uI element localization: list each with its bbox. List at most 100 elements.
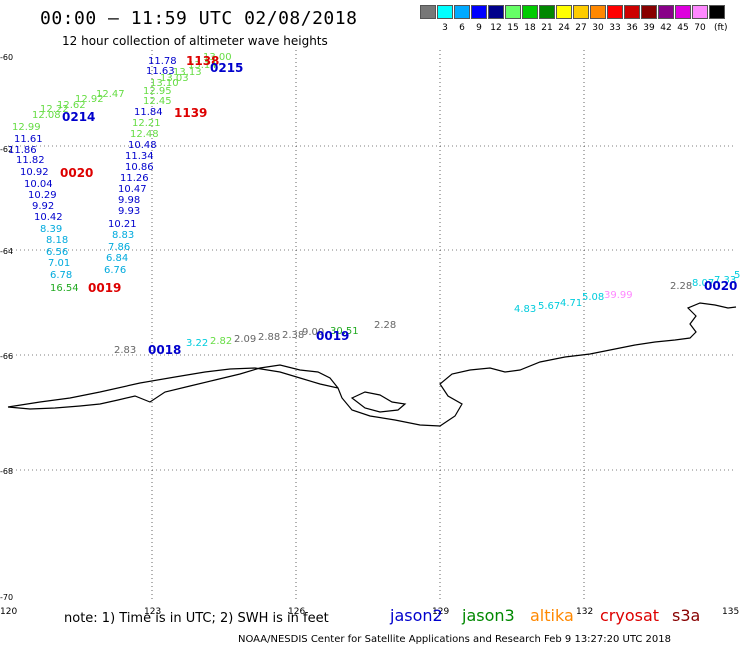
legend-swatch-label: 15 [507, 23, 519, 33]
wave-height-value: 39.99 [604, 290, 633, 301]
y-axis-label: -68 [0, 467, 13, 476]
wave-height-value: 12.48 [130, 129, 159, 140]
wave-height-value: 2.83 [114, 345, 137, 356]
wave-height-value: 6.56 [46, 247, 69, 258]
legend-jason2: jason2 [390, 606, 443, 625]
wave-height-value: 7.33 [714, 275, 737, 286]
wave-height-value: 4.71 [560, 298, 583, 309]
wave-height-value: 11.84 [134, 107, 163, 118]
x-axis-label: 123 [144, 607, 161, 617]
wave-height-value: 2.28 [374, 320, 397, 331]
wave-height-value: 11.82 [16, 155, 45, 166]
wave-height-value: 10.42 [34, 212, 63, 223]
pass-time-label: 0214 [62, 110, 96, 124]
wave-height-value: 5.08 [582, 292, 605, 303]
x-axis-label: 129 [432, 607, 449, 617]
wave-height-value: 12.45 [143, 96, 172, 107]
wave-height-value: 10.29 [28, 190, 57, 201]
legend-swatch-label: 6 [459, 23, 465, 33]
pass-time-label: 0019 [316, 329, 350, 343]
wave-height-value: 9.98 [118, 195, 141, 206]
legend-swatch-label: 12 [490, 23, 502, 33]
legend-swatch-label: 18 [524, 23, 536, 33]
legend-swatch [590, 5, 606, 19]
legend-swatch-label: 36 [626, 23, 638, 33]
legend-swatch [641, 5, 657, 19]
wave-height-value: 3.22 [186, 338, 209, 349]
antarctic-coastline [7, 302, 737, 427]
y-axis-label: -62 [0, 145, 13, 154]
x-axis-label: 120 [0, 607, 17, 617]
wave-height-value: 2.88 [258, 332, 281, 343]
wave-height-value: 12.47 [96, 89, 125, 100]
wave-height-value: 13.13 [173, 67, 202, 78]
page-title: 00:00 – 11:59 UTC 02/08/2018 [40, 8, 358, 29]
pass-time-label: 1139 [174, 106, 208, 120]
wave-height-value: 6.78 [50, 270, 73, 281]
wave-height-value: 2.09 [234, 334, 257, 345]
x-axis-label: 135 [722, 607, 739, 617]
y-axis-label: -70 [0, 593, 13, 602]
wave-height-value: 9.00 [302, 327, 325, 338]
wave-height-value: 11.61 [14, 134, 43, 145]
legend-swatch-label: 42 [660, 23, 672, 33]
wave-height-value: 5.67 [538, 301, 561, 312]
wave-height-value: 10.04 [24, 179, 53, 190]
wave-height-value: 12.92 [75, 94, 104, 105]
wave-height-value: 13.03 [160, 73, 189, 84]
wave-height-value: 9.93 [118, 206, 141, 217]
legend-swatch-label: 27 [575, 23, 587, 33]
legend-swatch [488, 5, 504, 19]
wave-height-value: 9.92 [32, 201, 55, 212]
legend-swatch-label: 33 [609, 23, 621, 33]
pass-time-label: 0019 [88, 281, 122, 295]
legend-swatch [556, 5, 572, 19]
legend-unit: (ft) [714, 23, 728, 33]
wave-height-value: 11.26 [120, 173, 149, 184]
wave-height-value: 8.39 [40, 224, 63, 235]
legend-swatch-label: 70 [694, 23, 706, 33]
legend-swatch [420, 5, 436, 19]
legend-swatch-label: 24 [558, 23, 570, 33]
legend-s3a: s3a [672, 606, 701, 625]
wave-height-value: 8.83 [112, 230, 135, 241]
legend-swatch-label: 21 [541, 23, 553, 33]
legend-swatch [437, 5, 453, 19]
wave-height-value: 16.54 [50, 283, 79, 294]
wave-height-value: 12.95 [143, 86, 172, 97]
legend-swatch-label: 39 [643, 23, 655, 33]
legend-swatch [709, 5, 725, 19]
wave-height-value: 10.21 [108, 219, 137, 230]
wave-height-value: 12.99 [12, 122, 41, 133]
wave-height-value: 2.28 [670, 281, 693, 292]
x-axis-label: 132 [576, 607, 593, 617]
legend-swatch [658, 5, 674, 19]
y-axis-label: -66 [0, 352, 13, 361]
wave-height-value: 8.18 [46, 235, 69, 246]
legend-swatch [573, 5, 589, 19]
wave-height-value: 10.86 [125, 162, 154, 173]
footnote: note: 1) Time is in UTC; 2) SWH is in fe… [64, 611, 329, 626]
wave-height-value: 12.21 [132, 118, 161, 129]
wave-height-value: 30.51 [330, 326, 359, 337]
wave-height-value: 4.83 [514, 304, 537, 315]
wave-height-value: 2.82 [210, 336, 233, 347]
page-subtitle: 12 hour collection of altimeter wave hei… [62, 34, 328, 48]
legend-swatch-label: 9 [476, 23, 482, 33]
wave-height-value: 6.84 [106, 253, 129, 264]
pass-time-label: 1138 [186, 54, 220, 68]
wave-height-value: 12.62 [57, 100, 86, 111]
legend-swatch-label: 30 [592, 23, 604, 33]
wave-height-value: 13.14 [188, 60, 217, 71]
legend-swatch [624, 5, 640, 19]
legend-swatch [454, 5, 470, 19]
pass-time-label: 0215 [210, 61, 244, 75]
wave-height-value: 11.86 [8, 145, 37, 156]
legend-swatch [471, 5, 487, 19]
wave-height-value: 11.63 [146, 66, 175, 77]
wave-height-value: 7.01 [48, 258, 71, 269]
wave-height-value: 10.47 [118, 184, 147, 195]
legend-swatch [692, 5, 708, 19]
wave-height-value: 7.86 [108, 242, 131, 253]
